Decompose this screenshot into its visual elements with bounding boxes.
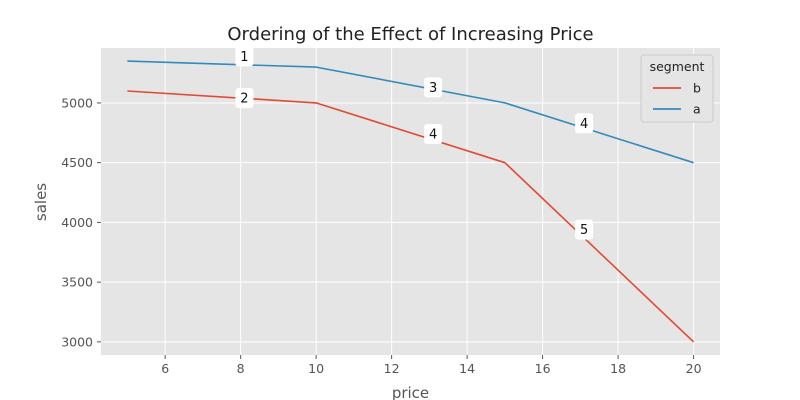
annotation-text: 1: [240, 50, 248, 65]
annotation-text: 2: [240, 92, 248, 107]
legend-label-a: a: [693, 102, 701, 117]
annotation-text: 4: [580, 117, 588, 132]
y-axis-label: sales: [32, 183, 50, 221]
annotation-text: 4: [429, 128, 437, 143]
x-tick-label: 16: [535, 361, 551, 376]
chart-title: Ordering of the Effect of Increasing Pri…: [227, 24, 593, 45]
x-tick-label: 20: [686, 361, 702, 376]
annotation-box: [235, 46, 254, 67]
x-ticks: 6 8 10 12 14 16 18 20: [161, 355, 702, 376]
y-tick-label: 3500: [61, 275, 93, 290]
annotation-box: [424, 77, 443, 98]
y-tick-label: 4000: [61, 215, 93, 230]
series-line-b: [127, 90, 695, 343]
legend-label-b: b: [693, 81, 701, 96]
annotation-label: 4: [575, 113, 594, 134]
legend: segment ba: [640, 54, 714, 123]
x-tick-label: 6: [161, 361, 169, 376]
y-ticks: 3000 3500 4000 4500 5000: [61, 95, 101, 349]
annotation-box: [424, 124, 443, 145]
annotation-text: 3: [429, 81, 437, 96]
annotation-label: 4: [424, 124, 443, 145]
x-tick-label: 18: [610, 361, 626, 376]
series-layer: [127, 60, 695, 343]
legend-items: ba: [653, 81, 701, 117]
y-tick-label: 5000: [61, 95, 93, 110]
annotation-layer: 1 2 3 4 4 5: [235, 46, 594, 240]
series-line-a: [127, 60, 694, 164]
annotation-box: [235, 88, 254, 109]
y-tick-label: 4500: [61, 155, 93, 170]
y-tick-label: 3000: [61, 334, 93, 349]
annotation-text: 5: [580, 223, 588, 238]
x-tick-label: 14: [459, 361, 475, 376]
annotation-box: [575, 219, 594, 240]
grid: [101, 48, 720, 355]
plot-background: [101, 48, 720, 355]
x-tick-label: 8: [237, 361, 245, 376]
annotation-label: 3: [424, 77, 443, 98]
annotation-box: [575, 113, 594, 134]
legend-title: segment: [650, 59, 705, 74]
annotation-label: 1: [235, 46, 254, 67]
x-tick-label: 12: [384, 361, 400, 376]
annotation-label: 2: [235, 88, 254, 109]
annotation-label: 5: [575, 219, 594, 240]
x-axis-label: price: [392, 384, 429, 400]
x-tick-label: 10: [308, 361, 324, 376]
